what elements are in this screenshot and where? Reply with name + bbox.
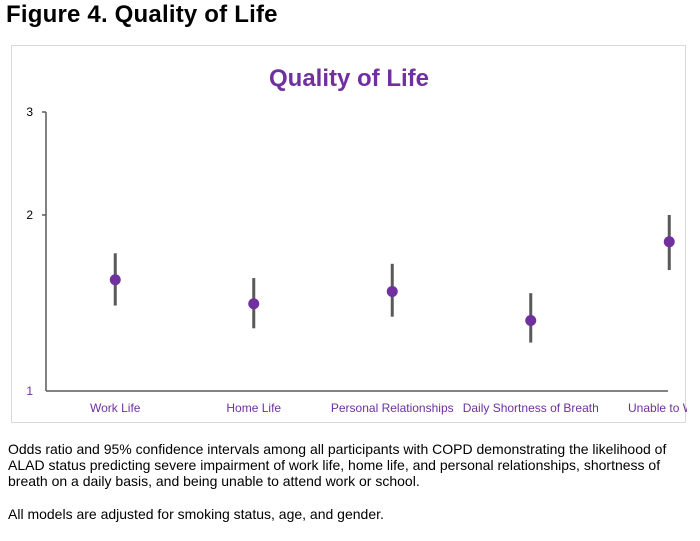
category-label: Personal Relationships — [331, 401, 454, 415]
y-tick-label: 2 — [26, 208, 33, 222]
category-label: Work Life — [90, 401, 141, 415]
y-axis — [42, 111, 47, 391]
category-label: Home Life — [226, 401, 281, 415]
y-tick-label: 3 — [26, 105, 33, 119]
data-point — [663, 236, 675, 248]
y-tick-label: 1 — [26, 384, 33, 398]
data-points — [109, 236, 675, 326]
error-bars — [113, 214, 671, 343]
data-point — [525, 314, 537, 326]
category-label: Unable to Work — [628, 401, 687, 415]
chart-title: Quality of Life — [269, 65, 429, 92]
data-point — [386, 285, 398, 297]
chart-frame: Quality of Life 3 2 1 Work Life Home Life Pe… — [11, 45, 687, 423]
figure-note: All models are adjusted for smoking stat… — [8, 506, 384, 522]
odds-ratio-chart: Quality of Life 3 2 1 Work Life Home Life Pe… — [26, 65, 687, 415]
figure-caption: Odds ratio and 95% confidence intervals … — [8, 441, 667, 489]
data-point — [109, 274, 121, 286]
data-point — [248, 298, 260, 310]
y-tick-labels: 3 2 1 — [26, 105, 33, 398]
figure-title: Figure 4. Quality of Life — [6, 1, 278, 28]
category-label: Daily Shortness of Breath — [463, 401, 599, 415]
category-labels: Work Life Home Life Personal Relationships… — [90, 401, 687, 415]
